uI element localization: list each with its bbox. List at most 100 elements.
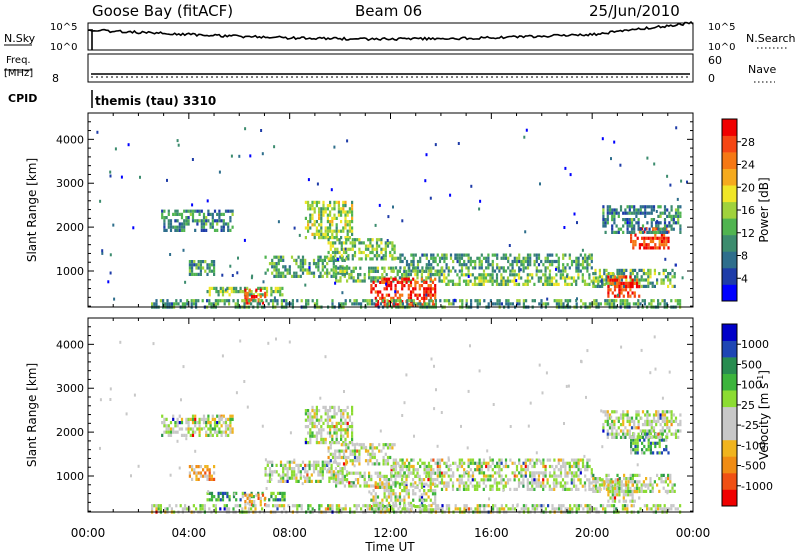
heatmap-cell (467, 458, 470, 462)
heatmap-cell (438, 279, 441, 283)
heatmap-cell (380, 256, 383, 260)
heatmap-cell (429, 293, 432, 297)
heatmap-cell (288, 460, 291, 464)
heatmap-cell (646, 429, 649, 433)
heatmap-cell (663, 221, 667, 225)
heatmap-cell (660, 239, 663, 244)
heatmap-cell (384, 443, 387, 447)
heatmap-cell (312, 470, 316, 474)
heatmap-cell (351, 421, 354, 425)
heatmap-cell (322, 236, 325, 240)
heatmap-cell (409, 293, 413, 297)
heatmap-cell (195, 465, 198, 469)
heatmap-cell (244, 500, 247, 504)
heatmap-cell (304, 236, 307, 240)
heatmap-cell (579, 481, 582, 485)
heatmap-cell (187, 424, 190, 428)
heatmap-cell (643, 504, 646, 508)
heatmap-cell (460, 424, 462, 428)
heatmap-cell (423, 269, 426, 273)
heatmap-cell (670, 416, 673, 420)
heatmap-cell (235, 498, 238, 502)
heatmap-cell (659, 504, 662, 508)
heatmap-cell (639, 429, 642, 433)
heatmap-cell (610, 478, 613, 482)
heatmap-cell (344, 409, 347, 413)
heatmap-cell (666, 214, 669, 218)
heatmap-cell (362, 241, 365, 245)
heatmap-cell (571, 507, 574, 511)
heatmap-cell (332, 476, 335, 480)
heatmap-cell (590, 279, 593, 283)
heatmap-cell (266, 479, 269, 483)
heatmap-cell (286, 479, 289, 483)
heatmap-cell (335, 507, 338, 511)
heatmap-cell (329, 257, 332, 261)
heatmap-cell (319, 470, 322, 474)
heatmap-cell (236, 302, 239, 306)
heatmap-cell (471, 259, 475, 264)
heatmap-cell (390, 474, 393, 478)
heatmap-cell (434, 498, 437, 502)
heatmap-cell (391, 254, 394, 258)
heatmap-cell (425, 266, 428, 270)
heatmap-cell (619, 163, 622, 167)
heatmap-cell (403, 489, 406, 493)
heatmap-cell (418, 481, 421, 485)
heatmap-cell (331, 434, 334, 438)
heatmap-cell (427, 284, 430, 288)
heatmap-cell (520, 259, 523, 264)
heatmap-cell (526, 481, 529, 485)
heatmap-cell (315, 467, 318, 471)
colorbar-tick-label: 4 (741, 272, 748, 285)
heatmap-cell (509, 507, 512, 511)
heatmap-cell (440, 273, 443, 277)
heatmap-cell (641, 224, 645, 228)
heatmap-cell (374, 498, 377, 502)
heatmap-cell (636, 463, 639, 467)
heatmap-cell (388, 302, 391, 306)
heatmap-cell (347, 455, 350, 460)
heatmap-cell (447, 458, 450, 462)
heatmap-cell (652, 451, 655, 455)
heatmap-cell (185, 427, 188, 431)
heatmap-cell (504, 464, 508, 469)
heatmap-cell (546, 259, 549, 264)
heatmap-cell (660, 438, 663, 442)
heatmap-cell (590, 259, 593, 264)
heatmap-cell (239, 286, 242, 290)
heatmap-cell (344, 504, 347, 508)
heatmap-cell (544, 464, 547, 469)
heatmap-cell (315, 204, 318, 208)
heatmap-cell (665, 302, 668, 306)
heatmap-cell (202, 219, 206, 223)
heatmap-cell (392, 468, 395, 472)
heatmap-cell (329, 452, 332, 456)
heatmap-cell (401, 259, 404, 264)
heatmap-cell (454, 461, 457, 465)
heatmap-cell (586, 259, 589, 264)
heatmap-cell (393, 247, 396, 251)
heatmap-cell (248, 503, 251, 507)
heatmap-cell (646, 435, 649, 439)
heatmap-cell (346, 434, 349, 438)
heatmap-cell (568, 461, 571, 465)
heatmap-cell (633, 227, 636, 231)
heatmap-cell (210, 302, 213, 306)
heatmap-cell (667, 477, 670, 481)
heatmap-cell (270, 495, 273, 499)
heatmap-cell (381, 280, 384, 284)
heatmap-cell (515, 263, 519, 267)
heatmap-cell (656, 441, 659, 445)
heatmap-cell (333, 409, 336, 413)
heatmap-cell (613, 496, 617, 500)
heatmap-cell (467, 256, 470, 260)
heatmap-cell (456, 478, 459, 482)
heatmap-cell (622, 294, 625, 298)
heatmap-cell (498, 458, 501, 462)
heatmap-cell (645, 489, 648, 493)
heatmap-cell (323, 258, 327, 262)
heatmap-cell (547, 504, 550, 508)
heatmap-cell (575, 266, 578, 270)
